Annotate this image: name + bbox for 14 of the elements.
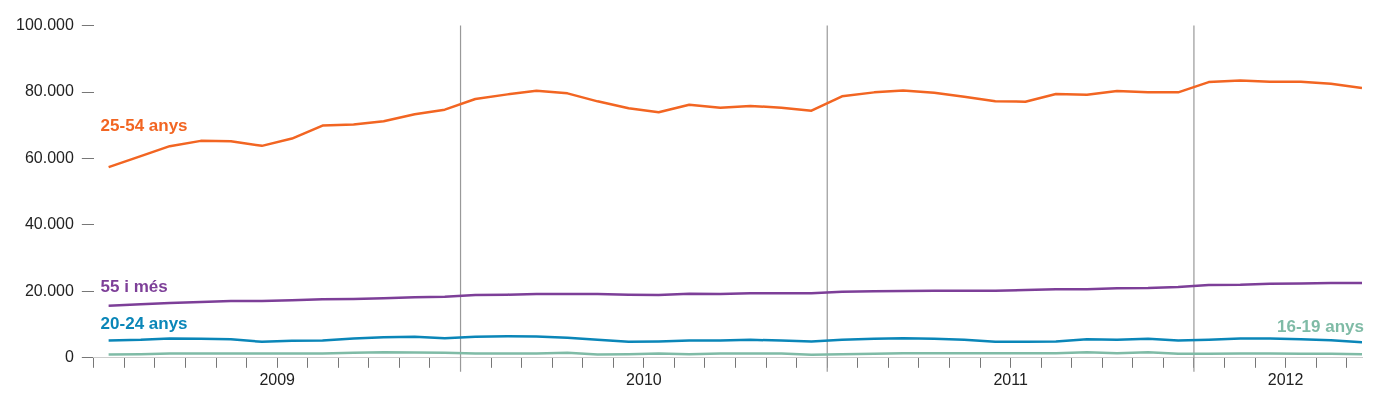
series-label: 55 i més: [100, 276, 168, 296]
y-tick-label: 40.000: [24, 215, 74, 233]
y-tick-label: 20.000: [24, 281, 74, 299]
x-tick-label: 2012: [1267, 370, 1304, 388]
y-tick-label: 0: [64, 348, 74, 366]
y-tick-label: 60.000: [24, 148, 74, 166]
x-tick-label: 2010: [626, 370, 662, 388]
series-label: 16-19 anys: [1277, 317, 1364, 337]
y-tick-label: 80.000: [24, 82, 74, 100]
x-tick-label: 2011: [993, 370, 1028, 388]
series-label: 25-54 anys: [100, 115, 188, 135]
x-tick-label: 2009: [259, 370, 296, 388]
y-tick-label: 100.000: [15, 16, 74, 34]
series-label: 20-24 anys: [100, 313, 188, 333]
